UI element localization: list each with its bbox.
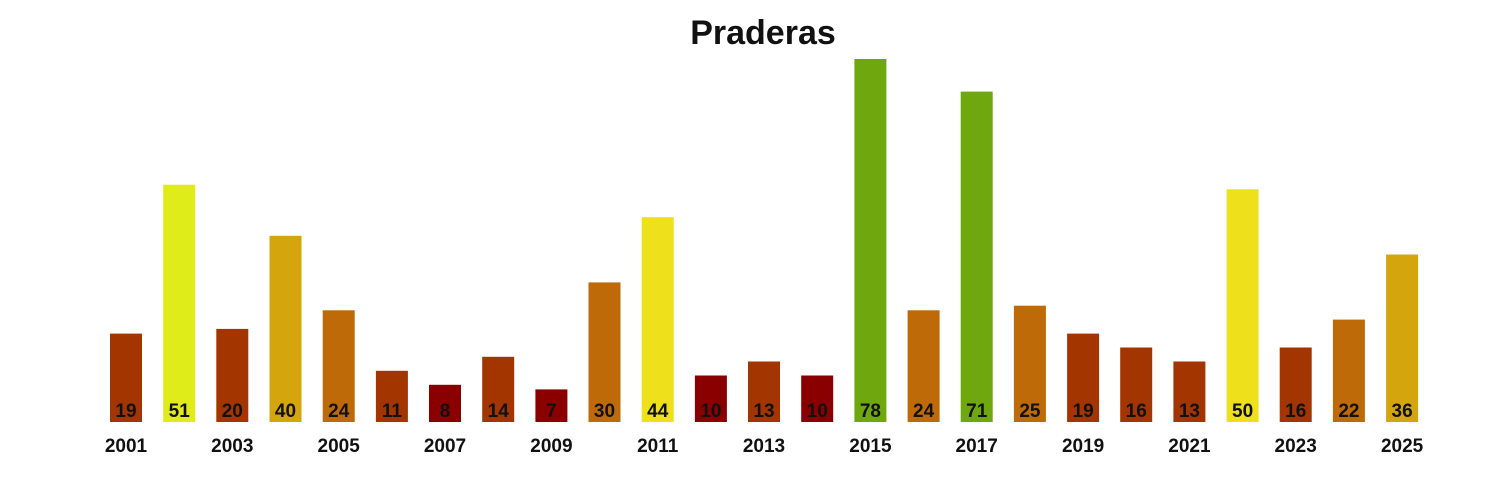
- value-label-2007: 8: [440, 401, 451, 422]
- x-tick-label-2013: 2013: [743, 436, 785, 457]
- bar-2002: [163, 184, 196, 422]
- bar-2014: [801, 375, 834, 422]
- bar-2024: [1332, 319, 1365, 422]
- bar-2001: [110, 333, 142, 422]
- value-label-2021: 13: [1179, 401, 1200, 422]
- bar-2021: [1173, 361, 1206, 422]
- value-label-2014: 10: [807, 401, 828, 422]
- value-label-2020: 16: [1126, 401, 1147, 422]
- x-tick-label-2011: 2011: [637, 436, 679, 457]
- x-tick-label-2025: 2025: [1381, 436, 1424, 457]
- value-label-2016: 24: [913, 401, 935, 422]
- value-label-2001: 19: [115, 401, 136, 422]
- value-label-2005: 24: [328, 401, 350, 422]
- value-label-2019: 19: [1073, 401, 1094, 422]
- value-label-2018: 25: [1019, 401, 1041, 422]
- bar-2011: [641, 217, 674, 422]
- bars-group: [110, 59, 1419, 422]
- value-label-2010: 30: [594, 401, 615, 422]
- x-tick-label-2019: 2019: [1062, 436, 1104, 457]
- value-label-2009: 7: [546, 401, 557, 422]
- bar-2010: [588, 282, 621, 422]
- value-label-2003: 20: [222, 401, 243, 422]
- value-label-2008: 14: [488, 401, 510, 422]
- value-label-2004: 40: [275, 401, 296, 422]
- bar-2004: [269, 235, 302, 422]
- value-label-2024: 22: [1338, 401, 1359, 422]
- value-label-2017: 71: [966, 401, 988, 422]
- bar-2015: [854, 59, 887, 422]
- bar-2018: [1013, 305, 1046, 422]
- x-tick-label-2003: 2003: [211, 436, 253, 457]
- bar-2013: [748, 361, 780, 422]
- bar-2006: [375, 370, 408, 422]
- x-tick-label-2017: 2017: [956, 436, 998, 457]
- x-tick-label-2007: 2007: [424, 436, 466, 457]
- x-tick-label-2009: 2009: [530, 436, 572, 457]
- bar-2023: [1279, 347, 1312, 422]
- bar-2025: [1386, 254, 1419, 422]
- x-tick-label-2005: 2005: [318, 436, 361, 457]
- x-axis-labels: 2001 2003 2005 2007 2009 2011 2013 2015 2017 2019…: [105, 436, 1424, 457]
- bar-2003: [216, 328, 249, 422]
- bar-2005: [322, 310, 355, 422]
- x-tick-label-2001: 2001: [105, 436, 148, 457]
- bar-2007: [429, 384, 461, 422]
- x-tick-label-2021: 2021: [1168, 436, 1211, 457]
- chart-title: Praderas: [690, 14, 836, 52]
- bar-2017: [960, 91, 993, 422]
- bar-2022: [1226, 189, 1259, 422]
- value-label-2011: 44: [647, 401, 669, 422]
- value-label-2015: 78: [860, 401, 881, 422]
- bar-2016: [907, 310, 940, 422]
- value-label-2022: 50: [1232, 401, 1253, 422]
- value-label-2012: 10: [700, 401, 721, 422]
- value-label-2025: 36: [1392, 401, 1413, 422]
- bar-2019: [1067, 333, 1100, 422]
- value-label-2002: 51: [169, 401, 191, 422]
- value-labels-group: 19 51 20 40 24 11 8 14 7 30 44 10 13 10 78 24 71 25 19 16 13…: [115, 401, 1412, 422]
- value-label-2023: 16: [1285, 401, 1306, 422]
- x-tick-label-2015: 2015: [849, 436, 892, 457]
- bar-2008: [482, 356, 515, 422]
- bar-2009: [535, 389, 568, 422]
- value-label-2013: 13: [753, 401, 774, 422]
- x-tick-label-2023: 2023: [1275, 436, 1317, 457]
- value-label-2006: 11: [382, 401, 403, 422]
- bar-2020: [1120, 347, 1153, 422]
- bar-2012: [694, 375, 727, 422]
